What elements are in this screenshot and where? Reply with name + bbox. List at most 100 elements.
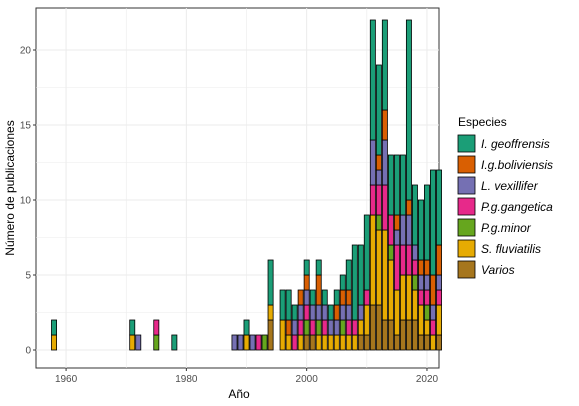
bar-stack xyxy=(327,304,334,351)
bar-stack xyxy=(363,214,370,351)
bar-segment xyxy=(261,334,268,351)
bar-segment xyxy=(363,289,370,306)
bar-segment xyxy=(405,319,412,351)
legend-label: I. geoffrensis xyxy=(481,137,550,151)
bar-segment xyxy=(363,334,370,351)
y-tick-label: 15 xyxy=(20,121,32,132)
bar-stack xyxy=(339,274,346,351)
bar-segment xyxy=(303,274,310,291)
bar-segment xyxy=(333,304,340,321)
bar-segment xyxy=(267,304,274,321)
bar-segment xyxy=(315,259,322,276)
bar-stack xyxy=(393,154,400,351)
bar-stack xyxy=(309,289,316,351)
bar-segment xyxy=(171,334,178,351)
bar-segment xyxy=(129,319,136,336)
bar-segment xyxy=(363,304,370,336)
bar-segment xyxy=(315,319,322,336)
bar-segment xyxy=(345,334,352,351)
bar-stack xyxy=(303,259,310,351)
bar-segment xyxy=(381,319,388,351)
bar-stack xyxy=(399,154,406,351)
bar-stack xyxy=(436,169,442,351)
bar-segment xyxy=(393,334,400,351)
bar-segment xyxy=(417,304,424,336)
legend-label: P.g.gangetica xyxy=(481,200,553,214)
bar-segment xyxy=(309,334,316,351)
bar-segment xyxy=(303,289,310,306)
bar-stack xyxy=(411,184,418,351)
x-tick-label: 2000 xyxy=(296,374,319,385)
x-tick-label: 1960 xyxy=(55,374,78,385)
y-axis: 0 5 10 15 20 xyxy=(20,46,36,357)
bar-stack xyxy=(153,319,160,351)
bar-stack xyxy=(285,289,292,351)
bar-segment xyxy=(291,304,298,321)
bar-segment xyxy=(327,334,334,351)
legend-label: S. fluviatilis xyxy=(481,242,541,256)
bar-segment xyxy=(285,289,292,321)
legend-swatch xyxy=(457,134,476,153)
bar-segment xyxy=(339,319,346,336)
bar-segment xyxy=(321,304,328,321)
bar-segment xyxy=(279,289,286,321)
legend-item: S. fluviatilis xyxy=(457,239,541,258)
bar-segment xyxy=(357,244,364,306)
bar-segment xyxy=(405,19,412,201)
legend-item: P.g.minor xyxy=(457,218,532,237)
bar-segment xyxy=(387,154,394,216)
bar-segment xyxy=(430,334,436,351)
bar-stack xyxy=(249,334,256,351)
bar-segment xyxy=(436,304,442,336)
bar-segment xyxy=(417,289,424,306)
y-axis-title: Número de publicaciones xyxy=(3,120,17,255)
bar-segment xyxy=(375,154,382,171)
bar-segment xyxy=(381,139,388,186)
bar-segment xyxy=(369,184,376,216)
bar-segment xyxy=(436,334,442,351)
bar-segment xyxy=(405,274,412,321)
bar-segment xyxy=(399,154,406,216)
bar-segment xyxy=(339,334,346,351)
bar-stack xyxy=(51,319,58,351)
bar-segment xyxy=(345,304,352,321)
bar-segment xyxy=(153,319,160,336)
bar-segment xyxy=(369,19,376,141)
bar-segment xyxy=(393,244,400,291)
bar-segment xyxy=(327,319,334,336)
x-tick-label: 2020 xyxy=(416,374,439,385)
legend-item: I.g.boliviensis xyxy=(457,155,553,174)
bar-stack xyxy=(171,334,178,351)
bar-segment xyxy=(231,334,238,351)
bar-segment xyxy=(153,334,160,351)
bar-segment xyxy=(135,334,142,351)
bar-segment xyxy=(405,244,412,276)
bar-segment xyxy=(291,334,298,351)
y-tick-label: 5 xyxy=(25,271,31,282)
bar-segment xyxy=(369,304,376,351)
bar-stack xyxy=(375,64,382,351)
bar-segment xyxy=(424,319,430,336)
bar-segment xyxy=(381,19,388,111)
bar-segment xyxy=(381,184,388,231)
bar-segment xyxy=(417,334,424,351)
bar-stack xyxy=(267,259,274,351)
bar-segment xyxy=(345,319,352,336)
x-axis: 1960 1980 2000 2020 xyxy=(55,368,439,385)
bar-segment xyxy=(393,214,400,231)
bar-segment xyxy=(291,319,298,336)
bar-segment xyxy=(399,214,406,246)
legend-item: L. vexillifer xyxy=(457,176,539,195)
bar-stack xyxy=(381,19,388,351)
bar-segment xyxy=(327,304,334,321)
bar-segment xyxy=(303,319,310,336)
bar-stack xyxy=(279,289,286,351)
legend-label: P.g.minor xyxy=(481,221,532,235)
legend: Especies I. geoffrensis I.g.boliviensis L.… xyxy=(457,115,553,279)
bar-stack xyxy=(237,334,244,351)
bar-segment xyxy=(303,334,310,351)
bar-segment xyxy=(345,289,352,306)
bar-segment xyxy=(375,214,382,231)
bar-segment xyxy=(51,319,58,336)
bar-segment xyxy=(351,334,358,351)
